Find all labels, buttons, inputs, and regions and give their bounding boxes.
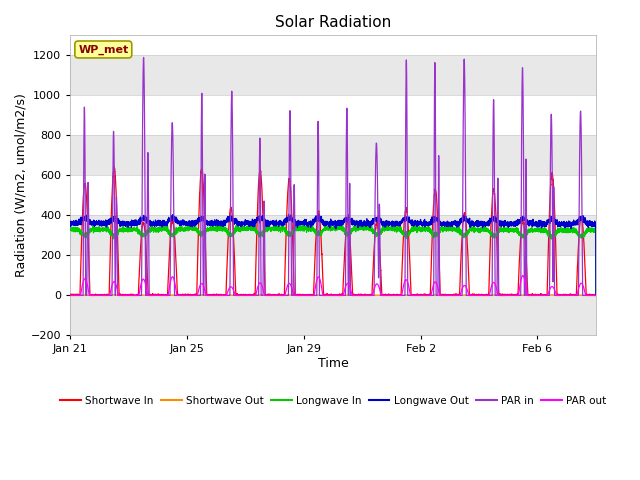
Bar bbox=[70, 135, 596, 175]
Text: WP_met: WP_met bbox=[78, 44, 129, 55]
Bar bbox=[70, 55, 596, 96]
Title: Solar Radiation: Solar Radiation bbox=[275, 15, 391, 30]
X-axis label: Time: Time bbox=[317, 357, 348, 370]
Y-axis label: Radiation (W/m2, umol/m2/s): Radiation (W/m2, umol/m2/s) bbox=[15, 94, 28, 277]
Bar bbox=[70, 216, 596, 255]
Bar bbox=[70, 295, 596, 336]
Legend: Shortwave In, Shortwave Out, Longwave In, Longwave Out, PAR in, PAR out: Shortwave In, Shortwave Out, Longwave In… bbox=[56, 392, 610, 410]
